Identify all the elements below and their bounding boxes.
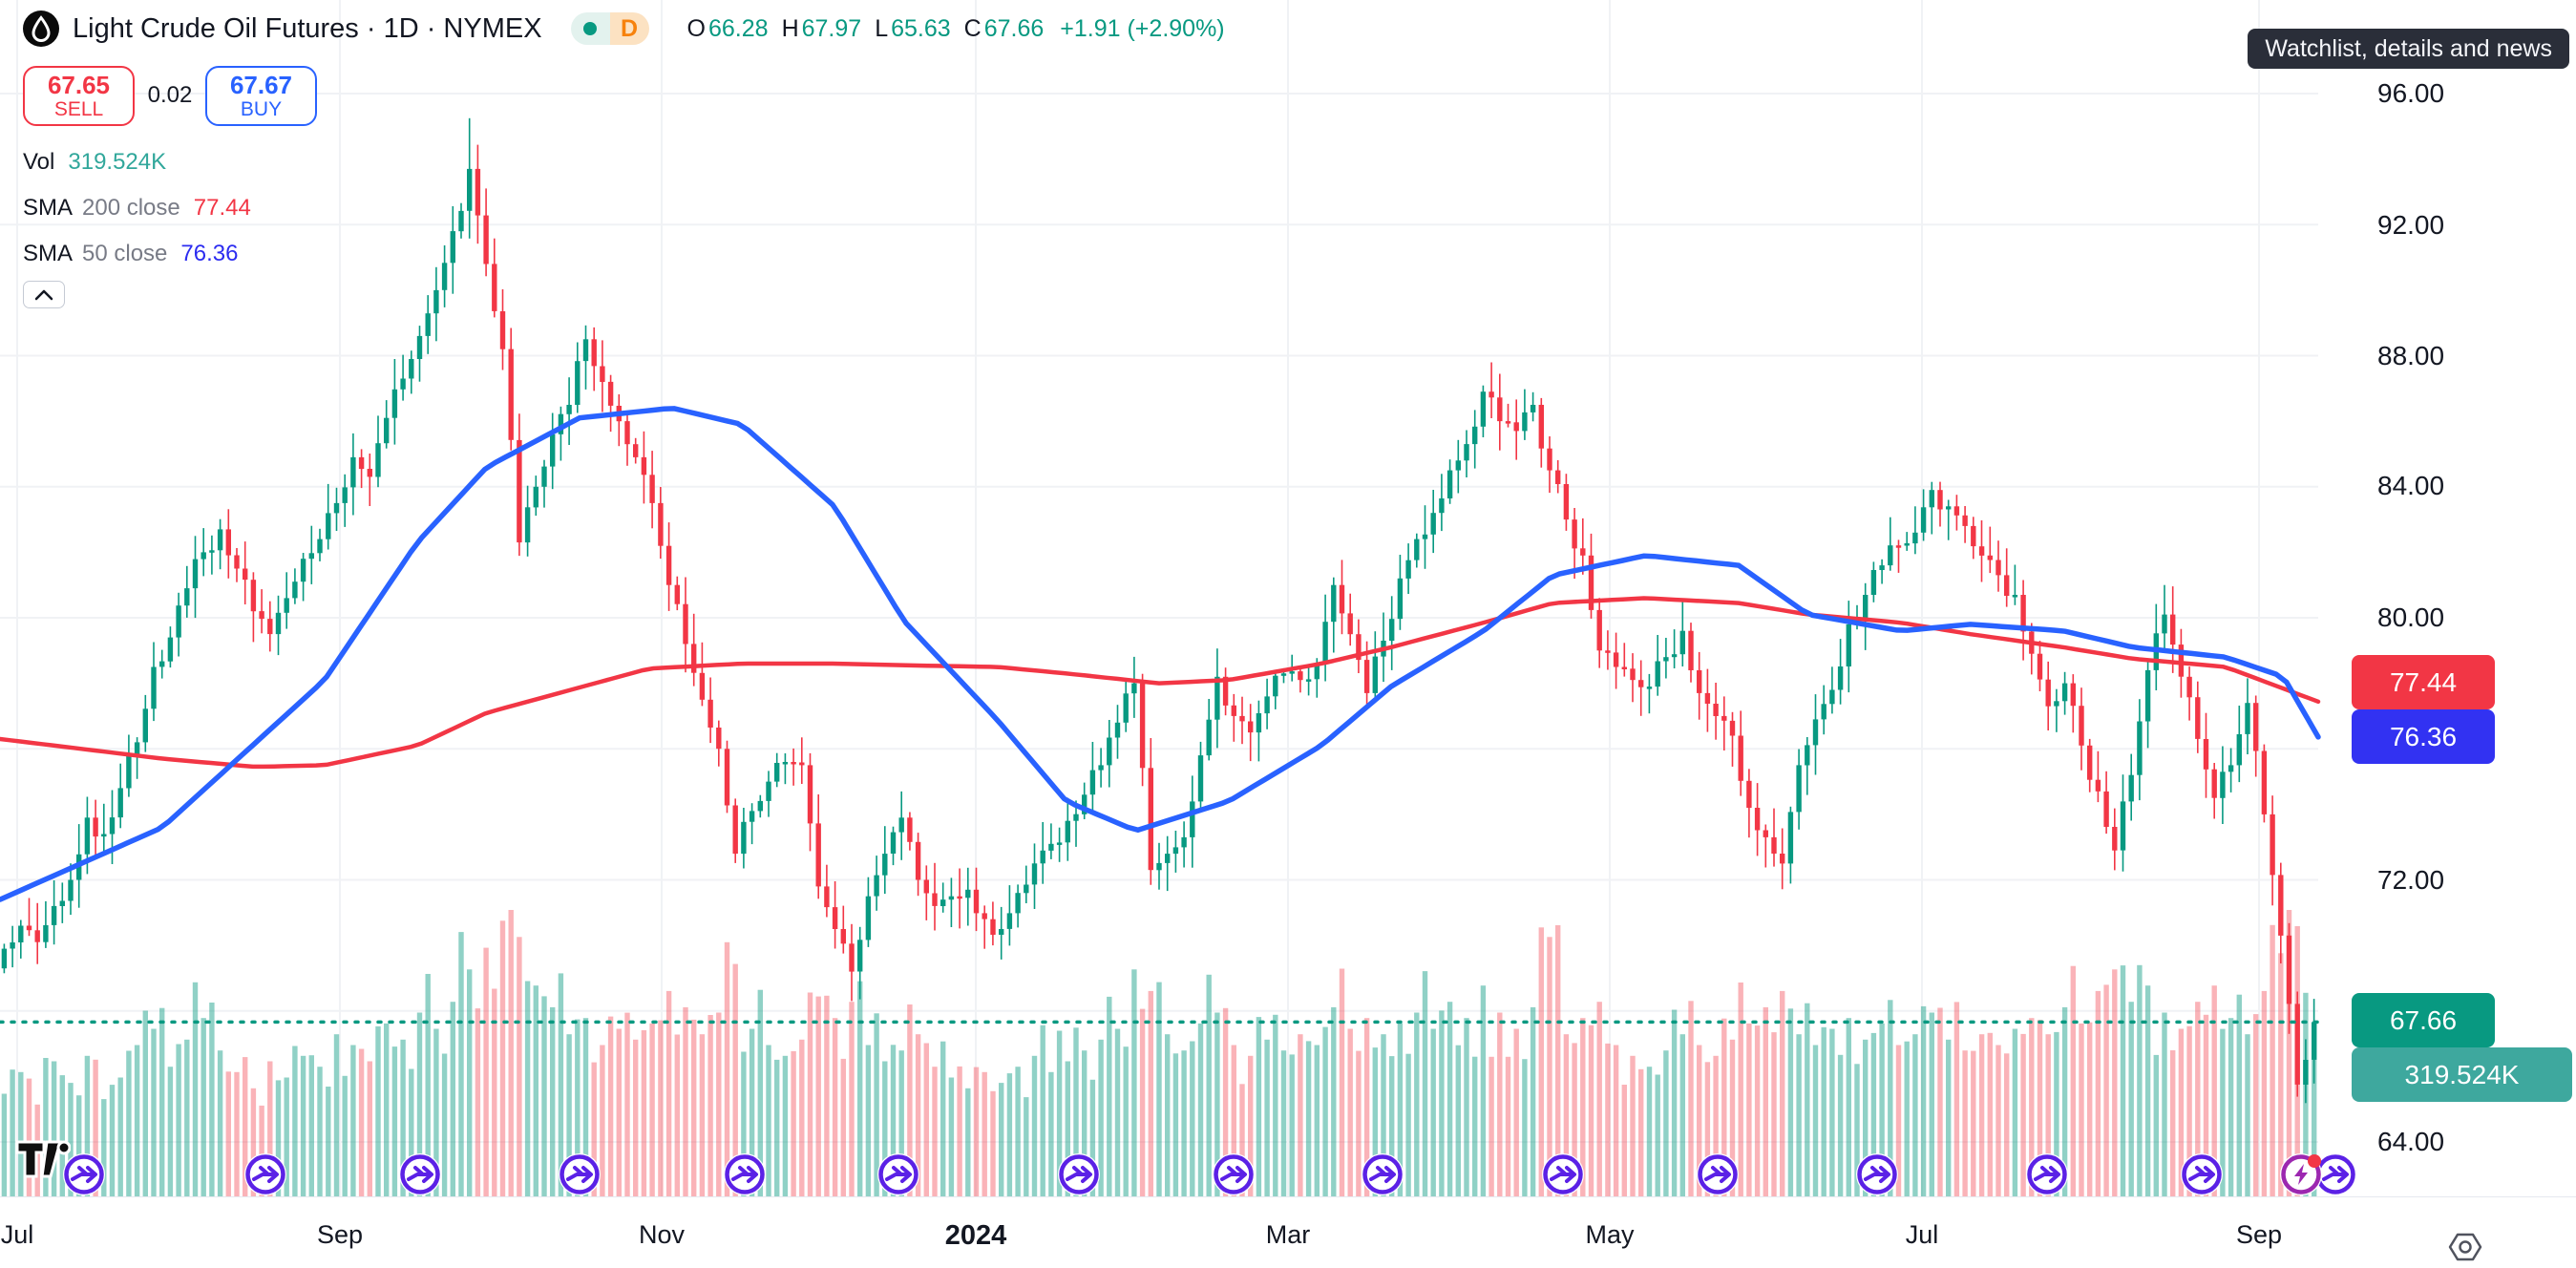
volume-value: 319.524K [68,149,167,175]
contract-rollover-icon[interactable] [1056,1152,1102,1197]
contract-rollover-icon[interactable] [876,1152,921,1197]
symbol-row[interactable]: Light Crude Oil Futures · 1D · NYMEX D O… [23,8,1225,50]
volume-row[interactable]: Vol 319.524K [23,147,1225,178]
price-tick-92.00: 92.00 [2377,210,2445,240]
price-tag-319.524K: 319.524K [2352,1047,2572,1102]
sma50-row[interactable]: SMA 50 close 76.36 [23,239,1225,269]
interval-badge[interactable]: D [570,12,649,45]
contract-rollover-icon[interactable] [243,1152,288,1197]
price-tick-80.00: 80.00 [2377,602,2445,632]
high-label: H [781,14,799,42]
high-value: 67.97 [801,14,862,42]
time-axis[interactable]: Jul Sep Nov 2024 Mar May Jul Sep [0,1196,2576,1268]
price-tick-96.00: 96.00 [2377,78,2445,108]
time-tick-2024: 2024 [944,1220,1007,1251]
time-tick-Jul: Jul [1905,1220,1939,1249]
price-tick-88.00: 88.00 [2377,341,2445,370]
settings-gear-icon[interactable] [2444,1226,2486,1268]
sma200-name: SMA [23,195,74,221]
contract-rollover-icon[interactable] [2179,1152,2225,1197]
time-tick-Nov: Nov [638,1220,686,1249]
close-label: C [963,14,982,42]
contract-rollover-icon[interactable] [557,1152,602,1197]
price-tag-67.66: 67.66 [2352,993,2495,1047]
time-tick-Mar: Mar [1265,1220,1311,1249]
sma200-value: 77.44 [193,195,251,221]
time-tick-Jul: Jul [0,1220,34,1249]
watchlist-tooltip: Watchlist, details and news [2248,29,2569,69]
price-tick-64.00: 64.00 [2377,1127,2445,1156]
sell-price: 67.65 [47,70,111,99]
price-tick-72.00: 72.00 [2377,865,2445,895]
volume-label: Vol [23,149,55,175]
buy-label: BUY [240,97,283,120]
contract-rollover-icon[interactable] [1211,1152,1256,1197]
open-value: 66.28 [708,14,769,42]
sell-label: SELL [53,97,104,120]
price-tick-84.00: 84.00 [2377,471,2445,500]
change-value: +1.91 (+2.90%) [1060,14,1225,42]
contract-rollover-icon[interactable] [1854,1152,1900,1197]
tradingview-logo[interactable] [15,1138,72,1185]
open-label: O [686,14,706,42]
spread-value: 0.02 [147,82,193,108]
collapse-legend-button[interactable] [23,281,65,308]
buy-price: 67.67 [229,70,293,99]
sma200-params: 200 close [82,195,180,221]
contract-rollover-icon[interactable] [1360,1152,1405,1197]
time-tick-Sep: Sep [316,1220,364,1249]
time-tick-May: May [1585,1220,1635,1249]
contract-rollover-icon[interactable] [61,1152,107,1197]
contract-rollover-icon[interactable] [397,1152,443,1197]
low-value: 65.63 [891,14,951,42]
market-status-icon [570,12,610,45]
sell-button[interactable]: 67.65 SELL [23,65,135,126]
interval-letter: D [609,12,649,45]
chart-legend: Light Crude Oil Futures · 1D · NYMEX D O… [23,8,1225,308]
sma50-name: SMA [23,241,74,266]
ohlc-values: O 66.28 H 67.97 L 65.63 C 67.66 +1.91 (+… [687,15,1225,43]
symbol-logo-icon [23,11,59,47]
sma50-value: 76.36 [180,241,239,266]
order-buttons-row: 67.65 SELL 0.02 67.67 BUY [23,65,1225,126]
time-tick-Sep: Sep [2235,1220,2283,1249]
price-tag-77.44: 77.44 [2352,655,2495,709]
chevron-up-icon [32,287,56,303]
contract-rollover-icon[interactable] [1540,1152,1586,1197]
buy-button[interactable]: 67.67 BUY [205,65,317,126]
lightning-event-icon[interactable] [2278,1152,2324,1197]
contract-rollover-icon[interactable] [2024,1152,2070,1197]
contract-rollover-icon[interactable] [1695,1152,1741,1197]
close-value: 67.66 [983,14,1045,42]
symbol-title[interactable]: Light Crude Oil Futures · 1D · NYMEX [73,12,542,44]
price-tag-76.36: 76.36 [2352,709,2495,764]
sma200-row[interactable]: SMA 200 close 77.44 [23,193,1225,223]
contract-rollover-icon[interactable] [722,1152,768,1197]
sma50-params: 50 close [82,241,168,266]
low-label: L [875,14,889,42]
